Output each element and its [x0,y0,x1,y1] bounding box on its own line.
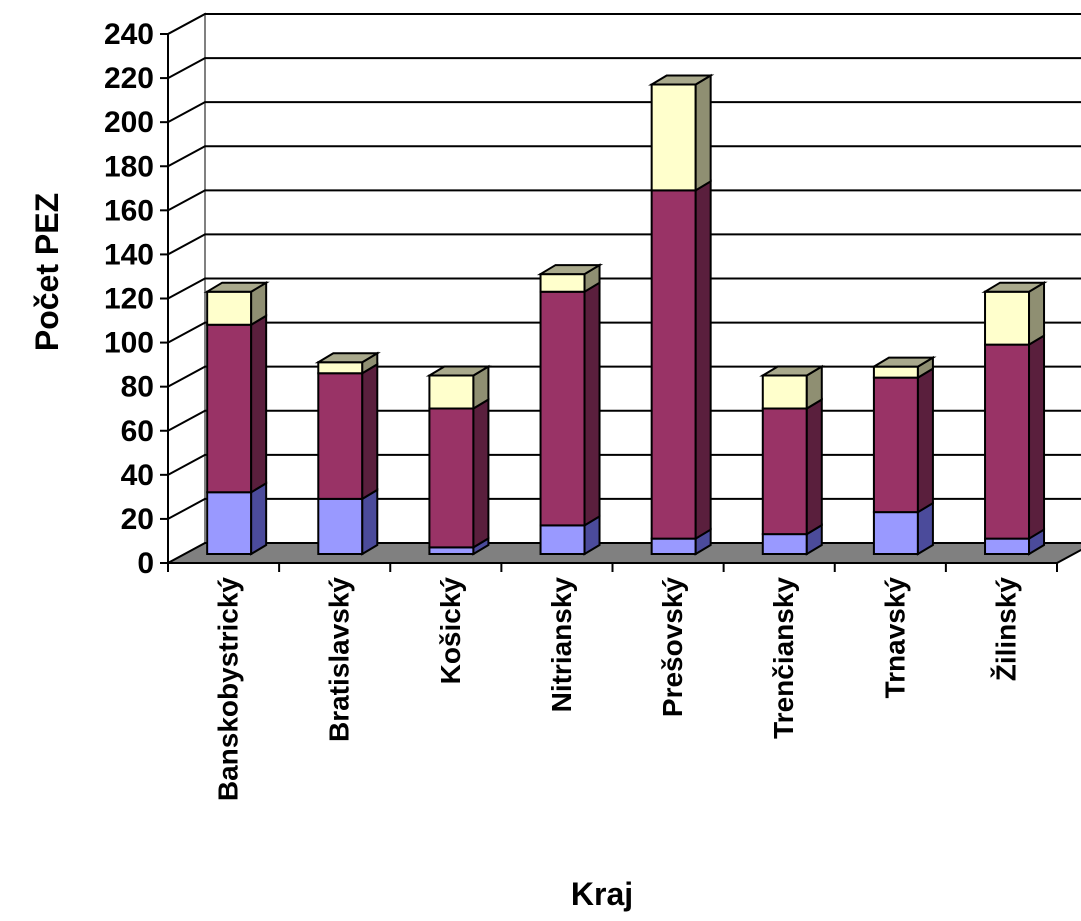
bar-segment-side [694,73,712,193]
gridline [167,233,1081,256]
bar-segment-front [428,407,475,549]
bar-stack [203,280,270,556]
bar-segment-front [539,290,586,527]
x-category-label: Banskobystrický [213,577,244,802]
bar-stack [314,351,381,556]
bar-stack [536,263,604,556]
gridline [167,277,1081,300]
bar-segment-front [761,533,808,555]
bar-top [759,365,826,377]
bar-segment-side [250,314,268,495]
y-tick-label: 60 [121,415,154,448]
chart-walls [167,12,1081,565]
y-tick-label: 120 [104,283,154,316]
bar-top [536,264,604,276]
bar-segment-front [206,323,253,494]
bar-segment-front [650,537,697,555]
bar-segment-front [650,83,697,192]
x-category-label: Bratislavský [324,577,355,742]
y-tick-label: 100 [104,327,154,360]
gridline [167,145,1081,168]
x-category-label: Nitriansky [546,577,577,713]
bar-segment-side [805,397,823,536]
bar-segment-side [583,280,601,528]
gridlines [167,13,1081,520]
chart-floor [167,542,1081,564]
bar-segment-front [872,376,919,514]
x-category-label: Trnavský [879,577,910,699]
gridline [167,189,1081,212]
y-tick-label: 40 [121,459,154,492]
bar-stack [425,364,493,556]
bar-segment-front [872,511,919,555]
bar-segment-side [472,397,490,550]
x-category-label: Trenčiansky [768,577,799,739]
y-tick-label: 140 [104,238,154,271]
bars [203,73,1048,556]
bar-top [203,281,270,293]
floor-plane [167,542,1081,564]
y-tick-label: 160 [104,194,154,227]
gridline [167,101,1081,124]
gridline [167,13,1081,35]
y-tick-label: 80 [121,371,154,404]
y-tick-label: 220 [104,62,154,95]
bar-segment-front [984,290,1031,346]
bar-segment-side [250,481,268,556]
bar-top [314,352,381,364]
y-tick-label: 0 [137,547,154,580]
y-tick-label: 240 [104,18,154,51]
x-category-label: Žilinský [990,577,1021,682]
bar-segment-front [984,343,1031,540]
bar-stack [870,355,937,556]
bar-segment-side [361,488,379,556]
y-tick-label: 180 [104,150,154,183]
bar-segment-front [761,407,808,536]
bar-segment-front [984,537,1031,555]
bar-segment-front [206,491,253,555]
bar-segment-side [916,366,934,514]
bar-top [648,74,715,86]
bar-stack [648,73,715,556]
bar-segment-front [539,524,586,555]
bar-segment-front [761,374,808,410]
y-tick-label: 200 [104,106,154,139]
bar-segment-front [650,189,697,540]
bar-top [425,365,493,377]
gridline [167,57,1081,79]
bar-segment-front [539,273,586,293]
bar-segment-side [361,362,379,501]
bar-segment-front [317,497,364,555]
bar-segment-front [206,290,253,326]
y-axis-ticks: 0 20 40 60 80 100 120 140 160 180 200 220 240 [104,18,168,580]
bar-stack [981,280,1048,556]
bar-segment-front [428,374,475,410]
bar-segment-side [1028,280,1046,347]
y-tick-label: 20 [121,503,154,536]
bar-segment-front [317,372,364,500]
x-category-label: Košický [435,577,466,685]
bar-stack [759,364,826,556]
bar-segment-side [1028,333,1046,541]
x-axis-title: Kraj [571,876,633,912]
bar-segment-side [694,179,712,541]
x-axis-category-labels: Banskobystrický Bratislavský Košický Nitria… [167,563,1058,802]
bar-top [870,356,937,368]
y-axis-title: Počet PEZ [29,193,65,351]
gridline [167,321,1081,344]
bar-segment-front [317,361,364,375]
bar-segment-front [872,365,919,379]
bar-top [981,281,1048,293]
x-category-label: Prešovský [657,577,688,718]
